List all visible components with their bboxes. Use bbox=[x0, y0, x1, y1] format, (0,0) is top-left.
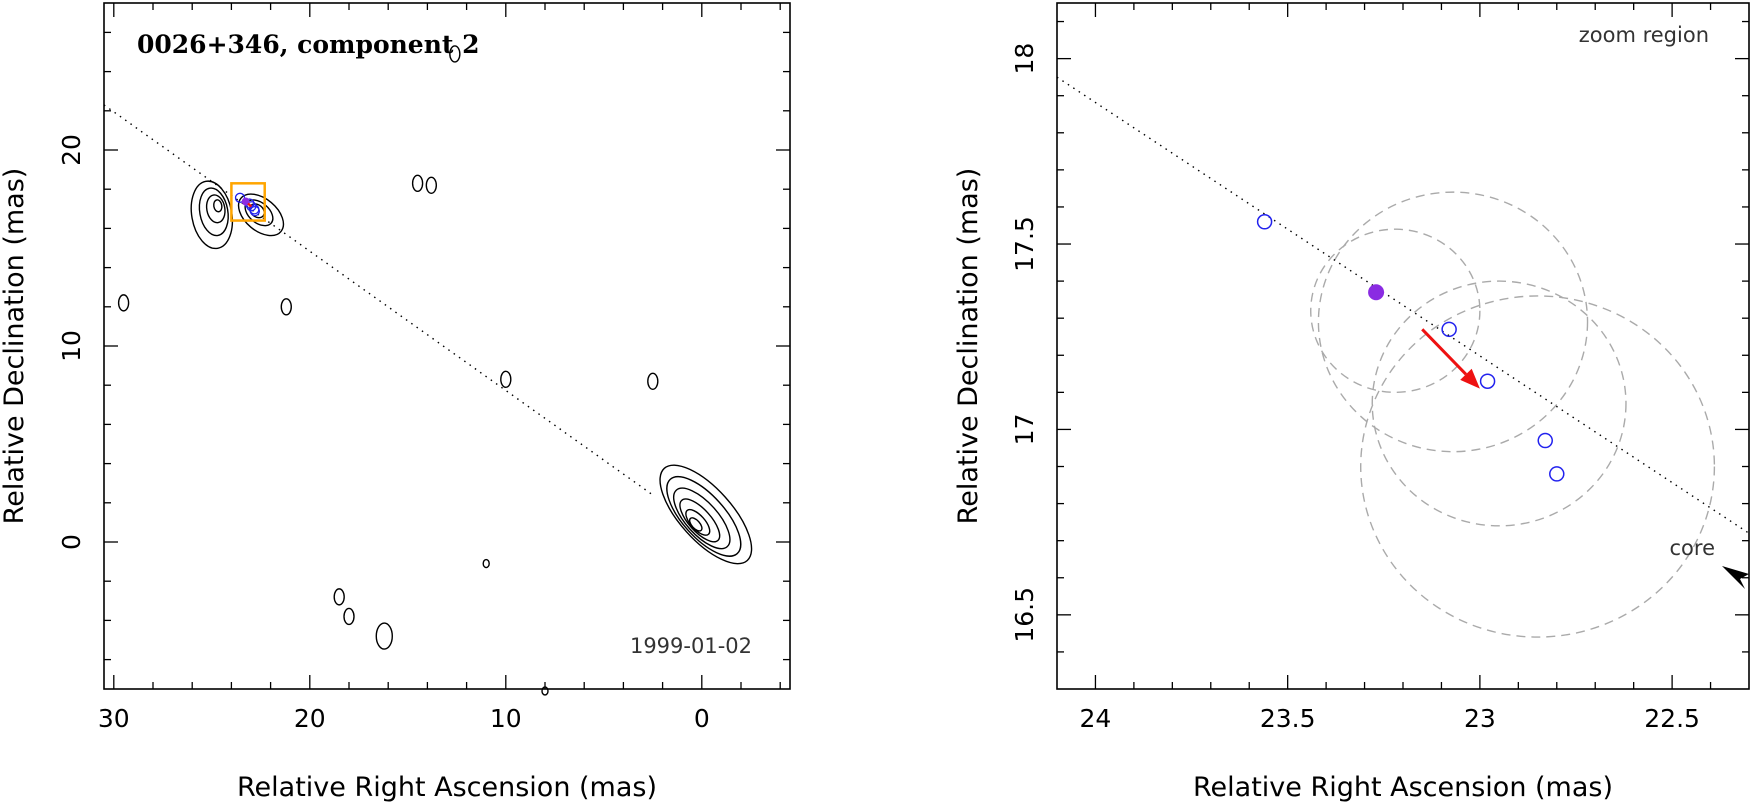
motion-arrow-head bbox=[1460, 368, 1480, 389]
noise-contour bbox=[482, 558, 490, 569]
right-x-tick-label: 23 bbox=[1464, 704, 1496, 733]
error-circle bbox=[1310, 228, 1481, 394]
left-x-tick-label: 10 bbox=[490, 704, 522, 733]
left-y-tick-label: 0 bbox=[57, 534, 86, 550]
right-panel: 24 23.5 23 22.5 16.5 17 17.5 18 zoom region cor… bbox=[953, 2, 1750, 803]
component-box bbox=[230, 182, 266, 222]
noise-contour bbox=[500, 370, 512, 389]
noise-contour bbox=[333, 588, 345, 606]
right-x-tick-label: 22.5 bbox=[1644, 704, 1700, 733]
core-contour bbox=[679, 498, 721, 543]
left-x-tick-label: 30 bbox=[98, 704, 130, 733]
core-contour bbox=[666, 475, 742, 557]
error-circle bbox=[1360, 295, 1716, 638]
left-plot-frame bbox=[103, 2, 791, 690]
right-plot-frame bbox=[1056, 2, 1750, 690]
core-label: core bbox=[1670, 536, 1716, 560]
core-contour bbox=[659, 464, 753, 565]
noise-contour bbox=[117, 294, 130, 312]
noise-contour bbox=[541, 686, 549, 696]
right-y-tick-label: 18 bbox=[1010, 43, 1039, 75]
error-circle bbox=[1317, 191, 1589, 453]
noise-contour bbox=[343, 607, 355, 626]
component-contour bbox=[198, 187, 229, 237]
noise-contour bbox=[647, 372, 659, 390]
left-component-point bbox=[249, 206, 261, 217]
mean-position-point bbox=[1368, 284, 1385, 301]
left-y-tick-label: 20 bbox=[57, 134, 86, 166]
right-component-positions bbox=[1256, 214, 1565, 482]
component-contour bbox=[237, 193, 285, 237]
left-panel: 30 20 10 0 0 10 20 0026+346, component 2 1999-… bbox=[0, 2, 791, 803]
left-plot-title: 0026+346, component 2 bbox=[137, 30, 480, 59]
right-y-tick-label: 16.5 bbox=[1010, 587, 1039, 643]
core-marker-icon bbox=[1722, 566, 1749, 589]
left-y-axis-label: Relative Declination (mas) bbox=[0, 168, 30, 525]
left-component-positions bbox=[234, 192, 261, 217]
noise-contour bbox=[449, 45, 461, 63]
right-y-tick-label: 17.5 bbox=[1010, 216, 1039, 272]
right-jet-axis-line bbox=[1056, 76, 1750, 534]
right-y-tick-label: 17 bbox=[1010, 414, 1039, 446]
noise-contour bbox=[375, 622, 393, 650]
component-position-point bbox=[1537, 432, 1553, 449]
core-contour bbox=[688, 517, 703, 532]
component-contour bbox=[205, 194, 226, 224]
error-circle bbox=[1371, 280, 1627, 527]
right-x-axis-label: Relative Right Ascension (mas) bbox=[1193, 772, 1613, 803]
right-ticks: 24 23.5 23 22.5 16.5 17 17.5 18 bbox=[1010, 3, 1749, 733]
left-contour-map bbox=[117, 45, 753, 696]
noise-contour bbox=[411, 174, 424, 193]
component-position-point bbox=[1441, 321, 1457, 338]
component-position-point bbox=[1479, 373, 1496, 389]
noise-contour bbox=[425, 176, 438, 194]
component-contour bbox=[213, 199, 223, 213]
left-mean-point bbox=[241, 197, 250, 206]
zoom-region-label: zoom region bbox=[1579, 23, 1709, 47]
component-position-point bbox=[1549, 466, 1565, 482]
error-circles bbox=[1310, 191, 1716, 638]
left-y-tick-label: 10 bbox=[57, 330, 86, 362]
left-x-axis-label: Relative Right Ascension (mas) bbox=[237, 772, 657, 803]
motion-arrow bbox=[1421, 328, 1468, 376]
left-jet-axis-line bbox=[103, 104, 654, 496]
right-x-tick-label: 23.5 bbox=[1260, 704, 1316, 733]
observation-date: 1999-01-02 bbox=[630, 634, 752, 658]
right-y-axis-label: Relative Declination (mas) bbox=[953, 168, 984, 525]
component-contour bbox=[190, 180, 234, 250]
left-x-tick-label: 0 bbox=[694, 704, 710, 733]
left-motion-arrow bbox=[247, 202, 253, 208]
core-contour bbox=[673, 487, 731, 550]
right-x-tick-label: 24 bbox=[1080, 704, 1112, 733]
component-position-point bbox=[1256, 214, 1273, 230]
left-x-tick-label: 20 bbox=[294, 704, 326, 733]
noise-contour bbox=[280, 298, 292, 316]
left-ticks: 30 20 10 0 0 10 20 bbox=[57, 3, 790, 733]
